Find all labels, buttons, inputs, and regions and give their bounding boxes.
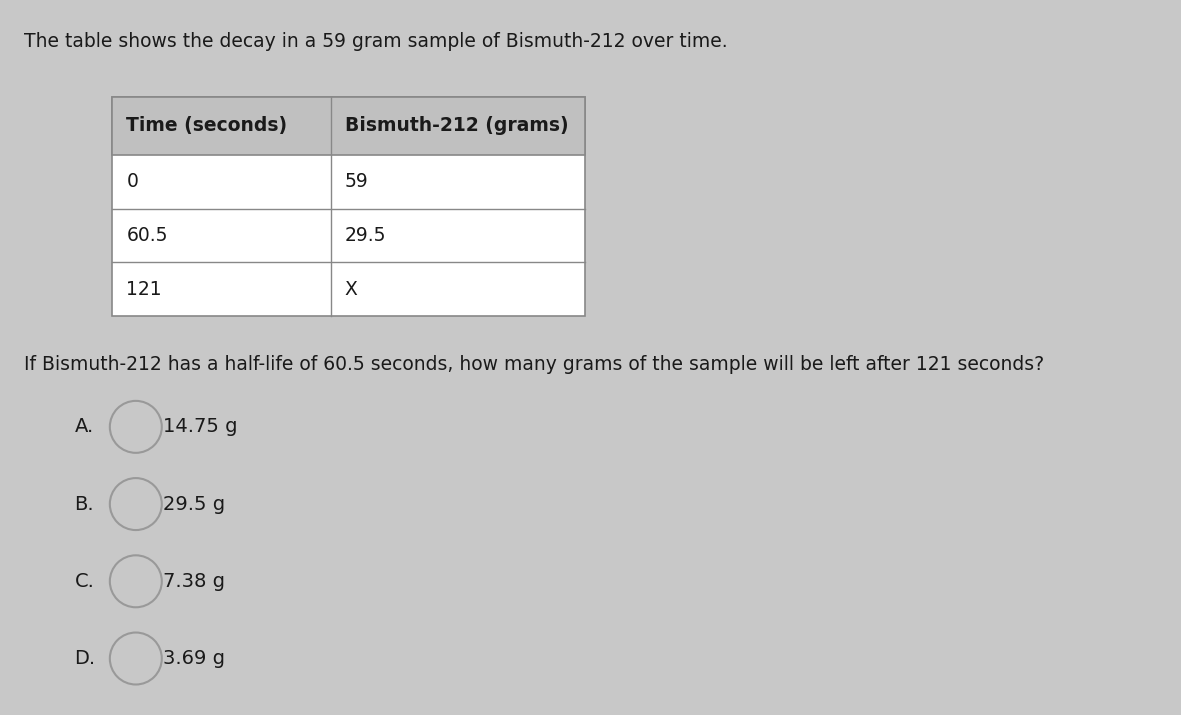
Text: X: X	[345, 280, 358, 299]
Text: B.: B.	[74, 495, 94, 513]
Text: 0: 0	[126, 172, 138, 192]
Text: 7.38 g: 7.38 g	[163, 572, 224, 591]
Text: 29.5: 29.5	[345, 226, 386, 245]
Text: If Bismuth-212 has a half-life of 60.5 seconds, how many grams of the sample wil: If Bismuth-212 has a half-life of 60.5 s…	[24, 355, 1044, 375]
FancyBboxPatch shape	[112, 97, 585, 316]
Text: 60.5: 60.5	[126, 226, 168, 245]
Text: The table shows the decay in a 59 gram sample of Bismuth-212 over time.: The table shows the decay in a 59 gram s…	[24, 32, 727, 51]
Text: Bismuth-212 (grams): Bismuth-212 (grams)	[345, 117, 568, 135]
Text: C.: C.	[74, 572, 94, 591]
FancyBboxPatch shape	[112, 97, 585, 155]
Text: 29.5 g: 29.5 g	[163, 495, 226, 513]
Text: 59: 59	[345, 172, 368, 192]
Text: Time (seconds): Time (seconds)	[126, 117, 287, 135]
Text: A.: A.	[74, 418, 93, 436]
Text: 3.69 g: 3.69 g	[163, 649, 224, 668]
Text: 121: 121	[126, 280, 162, 299]
Text: D.: D.	[74, 649, 96, 668]
Text: 14.75 g: 14.75 g	[163, 418, 237, 436]
